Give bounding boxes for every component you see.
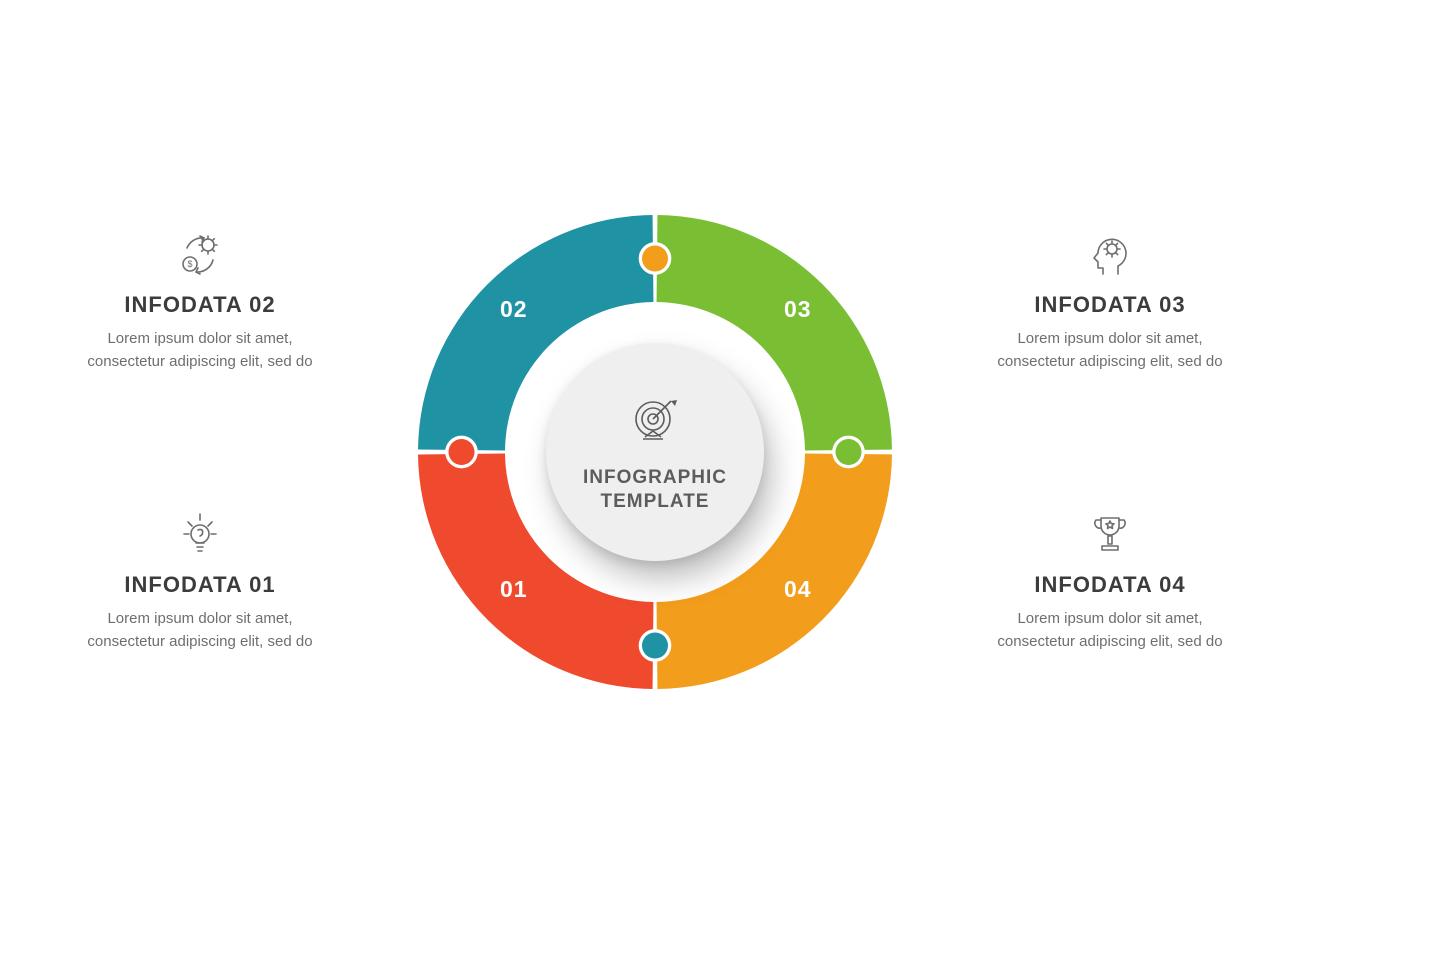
lightbulb-icon — [70, 510, 330, 558]
center-title-line2: TEMPLATE — [583, 490, 727, 514]
segment-number-02: 02 — [500, 296, 528, 323]
info-title-03: INFODATA 03 — [980, 292, 1240, 318]
segment-number-01: 01 — [500, 576, 528, 603]
info-block-02: $ INFODATA 02 Lorem ipsum dolor sit amet… — [70, 230, 330, 373]
target-icon — [627, 391, 683, 452]
info-block-03: INFODATA 03 Lorem ipsum dolor sit amet, … — [980, 230, 1240, 373]
center-circle: INFOGRAPHIC TEMPLATE — [546, 343, 764, 561]
info-title-01: INFODATA 01 — [70, 572, 330, 598]
info-title-02: INFODATA 02 — [70, 292, 330, 318]
infographic-canvas: INFOGRAPHIC TEMPLATE 01 02 03 04 INFODAT… — [0, 0, 1435, 980]
segment-number-03: 03 — [784, 296, 812, 323]
info-body-03: Lorem ipsum dolor sit amet, consectetur … — [980, 328, 1240, 373]
trophy-icon — [980, 510, 1240, 558]
info-body-04: Lorem ipsum dolor sit amet, consectetur … — [980, 608, 1240, 653]
info-block-01: INFODATA 01 Lorem ipsum dolor sit amet, … — [70, 510, 330, 653]
info-block-04: INFODATA 04 Lorem ipsum dolor sit amet, … — [980, 510, 1240, 653]
svg-text:$: $ — [187, 259, 192, 269]
segment-number-04: 04 — [784, 576, 812, 603]
center-title-line1: INFOGRAPHIC — [583, 466, 727, 490]
info-body-01: Lorem ipsum dolor sit amet, consectetur … — [70, 608, 330, 653]
head-gear-icon — [980, 230, 1240, 278]
info-body-02: Lorem ipsum dolor sit amet, consectetur … — [70, 328, 330, 373]
gear-cycle-icon: $ — [70, 230, 330, 278]
center-title: INFOGRAPHIC TEMPLATE — [583, 466, 727, 514]
info-title-04: INFODATA 04 — [980, 572, 1240, 598]
